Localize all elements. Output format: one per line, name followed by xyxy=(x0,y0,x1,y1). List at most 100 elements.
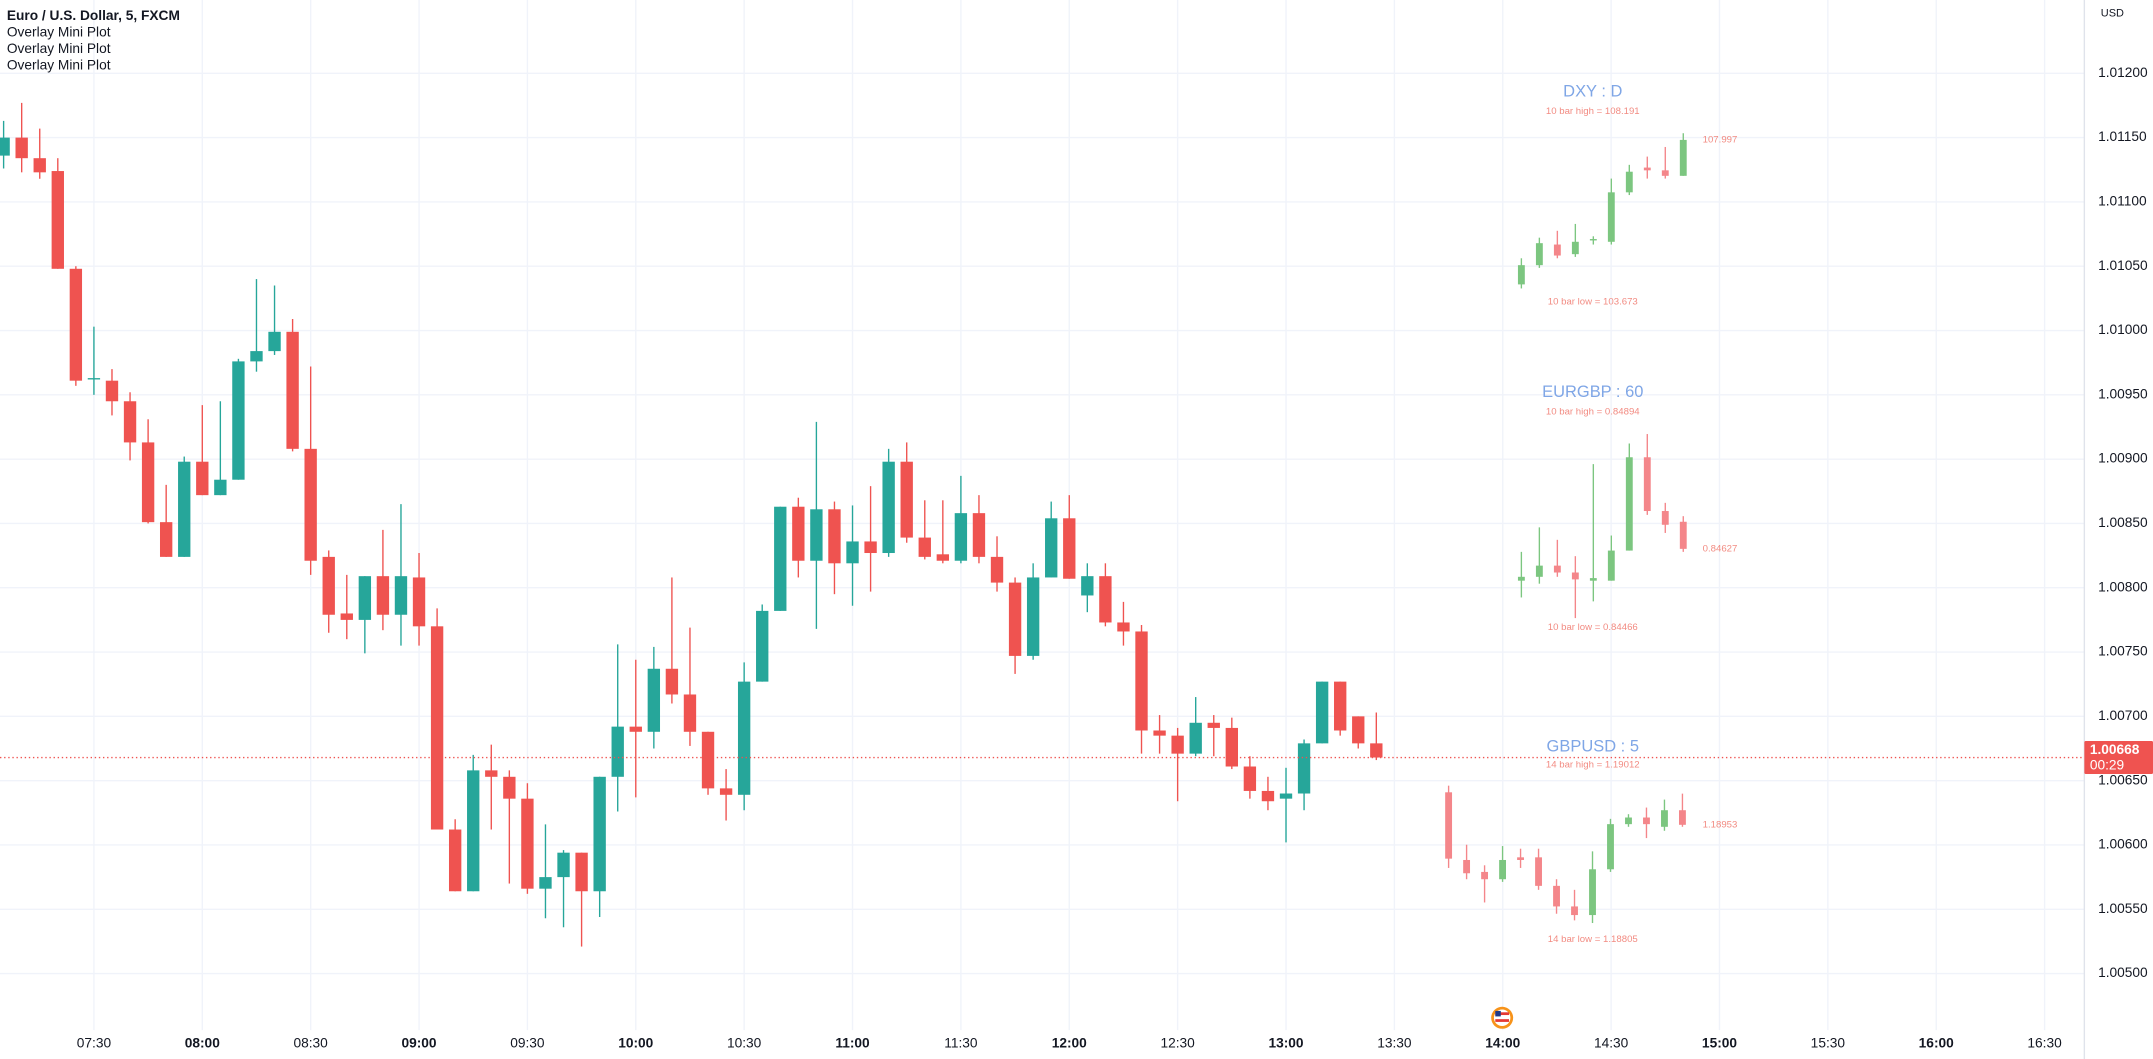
candle-body xyxy=(665,668,679,695)
x-tick-label: 16:30 xyxy=(2027,1036,2062,1051)
candle-body xyxy=(0,137,10,156)
candle-body xyxy=(1517,857,1524,860)
candle-body xyxy=(1153,730,1166,736)
candle-body xyxy=(196,461,209,496)
candle-body xyxy=(376,576,390,615)
candle-body xyxy=(774,506,787,611)
y-tick-label: 1.00700 xyxy=(2098,708,2148,723)
candle-body xyxy=(1643,457,1651,512)
candle-body xyxy=(1625,817,1632,825)
candle-body xyxy=(593,776,606,892)
overlay-low-label: 10 bar low = 103.673 xyxy=(1548,297,1638,308)
overlays: DXY : D 10 bar high = 108.191 10 bar low =… xyxy=(1445,82,1737,945)
chart-title: Euro / U.S. Dollar, 5, FXCM xyxy=(7,8,180,23)
candle-body xyxy=(972,513,986,557)
candle-body xyxy=(1352,716,1365,744)
candle-body xyxy=(1571,906,1578,916)
candle-body xyxy=(1535,857,1542,886)
candle-body xyxy=(737,681,751,795)
candle-body xyxy=(1625,457,1633,551)
candle-body xyxy=(1463,859,1471,874)
candle-body xyxy=(1279,793,1293,799)
candle-body xyxy=(954,513,968,561)
candle-body xyxy=(412,577,426,627)
overlay-title: DXY : D xyxy=(1563,82,1622,100)
x-tick-label: 09:00 xyxy=(401,1036,436,1051)
candle-body xyxy=(1643,167,1651,171)
candle-body xyxy=(1225,727,1239,767)
x-tick-label: 10:00 xyxy=(618,1036,653,1051)
flag-stripe xyxy=(1495,1012,1510,1016)
candle-body xyxy=(521,798,534,889)
y-tick-label: 1.01000 xyxy=(2098,322,2148,337)
candle-body xyxy=(485,770,498,777)
candle-body xyxy=(1261,790,1275,802)
candle-body xyxy=(1026,577,1040,656)
candle-body xyxy=(503,776,516,799)
x-tick-label: 12:30 xyxy=(1160,1036,1195,1051)
candle-body xyxy=(159,522,173,557)
y-tick-label: 1.00850 xyxy=(2098,515,2148,530)
candle-body xyxy=(1499,859,1507,880)
candle-body xyxy=(1081,576,1094,596)
overlay-title: GBPUSD : 5 xyxy=(1547,738,1639,756)
candle-body xyxy=(214,479,227,496)
y-tick-label: 1.00500 xyxy=(2098,965,2148,980)
candle-body xyxy=(1171,735,1184,754)
candle-body xyxy=(51,171,64,269)
candle-body xyxy=(1370,743,1383,758)
candle-body xyxy=(467,770,480,892)
candle-body xyxy=(1445,792,1453,859)
candle-body xyxy=(358,576,372,620)
overlay-high-label: 10 bar high = 0.84894 xyxy=(1546,407,1640,418)
candle-body xyxy=(1517,576,1525,581)
flag-canton xyxy=(1495,1010,1501,1017)
candle-body xyxy=(1625,171,1633,193)
x-tick-label: 14:30 xyxy=(1594,1036,1629,1051)
candle-body xyxy=(1571,241,1579,255)
candle-body xyxy=(647,668,661,732)
overlay-last-label: 1.18953 xyxy=(1703,819,1738,830)
candle-body xyxy=(1315,681,1329,744)
candle-body xyxy=(1589,869,1596,916)
overlay-mini-plot: GBPUSD : 5 14 bar high = 1.19012 14 bar lo… xyxy=(1445,738,1737,945)
candle-body xyxy=(990,556,1004,583)
overlay-low-label: 14 bar low = 1.18805 xyxy=(1548,934,1638,945)
candle-body xyxy=(105,380,119,402)
y-tick-label: 1.01200 xyxy=(2098,65,2148,80)
overlay-mini-plot: EURGBP : 60 10 bar high = 0.84894 10 bar l… xyxy=(1517,383,1737,633)
y-tick-label: 1.00550 xyxy=(2098,901,2148,916)
candle-body xyxy=(123,401,137,443)
x-tick-label: 15:30 xyxy=(1811,1036,1846,1051)
overlay-last-label: 107.997 xyxy=(1703,134,1738,145)
candle-body xyxy=(286,331,299,449)
candle-body xyxy=(1481,871,1489,880)
candle-body xyxy=(683,694,697,732)
candle-body xyxy=(141,442,155,523)
x-tick-label: 15:00 xyxy=(1702,1036,1737,1051)
candle-body xyxy=(1045,518,1058,578)
candle-body xyxy=(1607,192,1615,242)
candle-body xyxy=(250,351,263,362)
candle-body xyxy=(1553,244,1561,256)
overlay-high-label: 10 bar high = 108.191 xyxy=(1546,106,1640,117)
candle-body xyxy=(828,509,841,564)
x-tick-label: 13:30 xyxy=(1377,1036,1412,1051)
flag-stripe xyxy=(1495,1019,1510,1022)
candle-body xyxy=(1679,810,1686,825)
candle-body xyxy=(1661,170,1669,176)
candle-body xyxy=(15,137,28,159)
candle-body xyxy=(1535,565,1543,577)
candle-body xyxy=(1553,885,1560,907)
x-tick-label: 11:00 xyxy=(835,1036,870,1051)
x-tick-label: 12:00 xyxy=(1052,1036,1087,1051)
x-tick-label: 10:30 xyxy=(727,1036,762,1051)
candle-body xyxy=(1207,722,1220,728)
candle-body xyxy=(701,731,715,789)
indicator-label: Overlay Mini Plot xyxy=(7,25,111,40)
candle-body xyxy=(1517,265,1525,285)
candle-body xyxy=(430,626,444,830)
x-tick-label: 07:30 xyxy=(77,1036,112,1051)
